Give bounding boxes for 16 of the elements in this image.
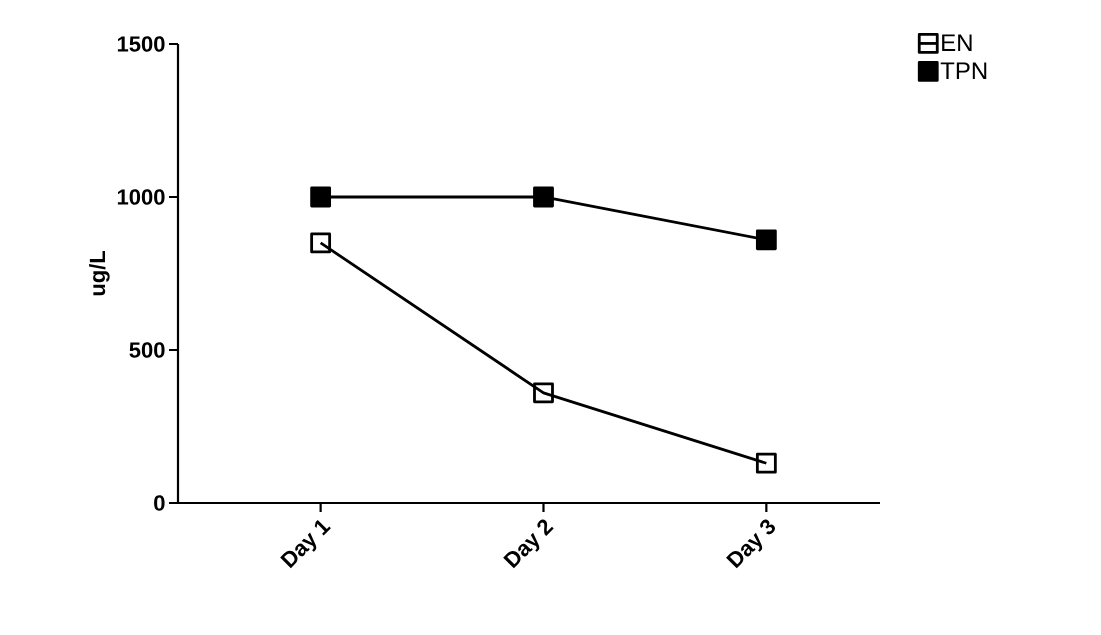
legend-label: TPN (940, 62, 987, 79)
y-tick-label: 1000 (117, 189, 165, 205)
point (533, 382, 554, 404)
legend-label: EN (942, 34, 972, 51)
point (533, 186, 554, 208)
x-tick-label: Day 3 (726, 519, 776, 569)
y-tick-label: 500 (129, 342, 165, 358)
y-tick-label: 0 (154, 495, 165, 511)
y-axis-title: ug/L (89, 250, 110, 296)
point (755, 452, 777, 474)
x-tick-label: Day 2 (503, 519, 554, 569)
y-tick-label: 1500 (117, 36, 165, 52)
point (310, 186, 332, 208)
point (310, 232, 332, 254)
point (755, 229, 777, 251)
x-tick-label: Day 1 (280, 519, 331, 569)
